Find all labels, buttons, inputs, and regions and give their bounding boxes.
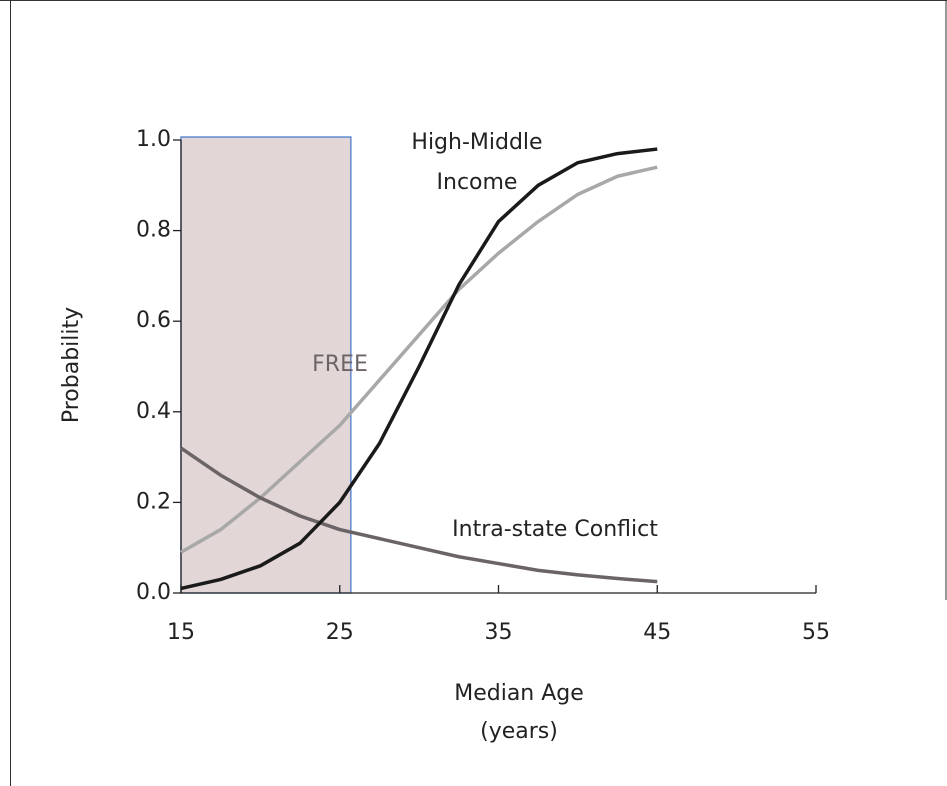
y-tick-label: 1.0 xyxy=(136,127,171,152)
plot-area: 15 25 35 45 55 0.0 0.2 0.4 0.6 0.8 1.0 FREE Intra-st… xyxy=(136,127,830,645)
series-label: FREE xyxy=(312,352,368,377)
y-tick-label: 0.0 xyxy=(136,580,171,605)
x-tick-label: 55 xyxy=(802,620,830,645)
x-axis-label: Median Age (years) xyxy=(454,681,584,744)
y-tick-label: 0.2 xyxy=(136,489,171,514)
series-line xyxy=(180,147,658,591)
series-label: High-Middle Income xyxy=(411,130,542,195)
shaded-region xyxy=(180,136,352,594)
series-label: Intra-state Conflict xyxy=(452,517,658,542)
x-tick-label: 25 xyxy=(326,620,354,645)
x-tick-label: 15 xyxy=(167,620,195,645)
series-line xyxy=(180,446,658,584)
y-tick-label: 0.8 xyxy=(136,218,171,243)
y-axis-label: Probability xyxy=(59,307,84,423)
y-tick-label: 0.4 xyxy=(136,399,171,424)
x-tick-label: 35 xyxy=(485,620,513,645)
x-tick-label: 45 xyxy=(643,620,671,645)
y-tick-label: 0.6 xyxy=(136,308,171,333)
